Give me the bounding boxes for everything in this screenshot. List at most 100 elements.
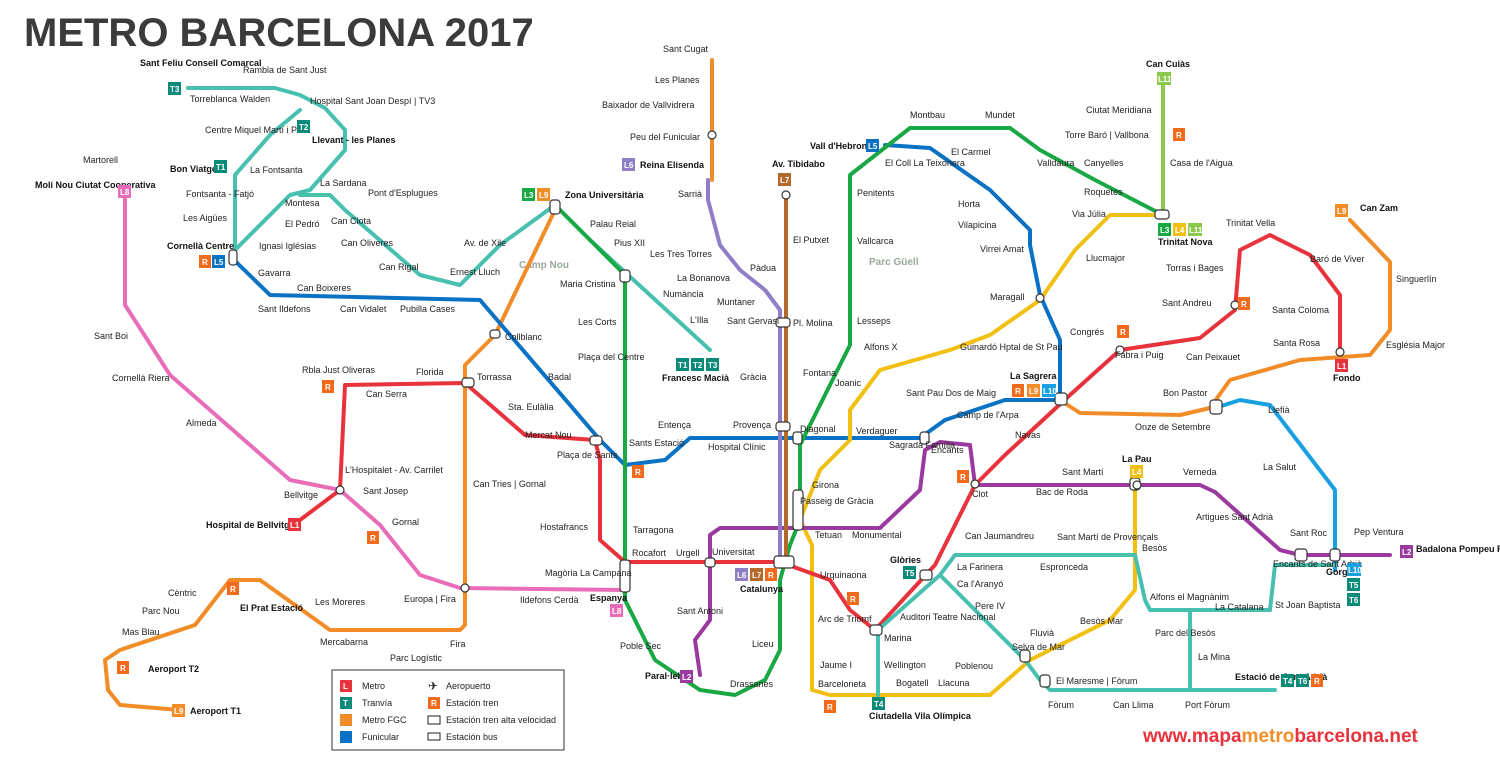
badge-L10: L10 [1042, 384, 1057, 397]
station-label: L'Hospitalet - Av. Carrilet [345, 465, 443, 475]
station-label: Urquinaona [820, 570, 867, 580]
station-label: Gorg [1326, 567, 1348, 577]
station-label: Navas [1015, 430, 1041, 440]
station-label: Montesa [285, 198, 320, 208]
website-url: www.mapametrobarcelona.net [1142, 726, 1419, 747]
station-label: Can Serra [366, 389, 407, 399]
svg-text:L1: L1 [290, 521, 300, 530]
station-label: St Joan Baptista [1275, 600, 1341, 610]
station-label: La Fontsanta [250, 165, 303, 175]
line-L10 [1213, 398, 1337, 572]
station-label: Wellington [884, 660, 926, 670]
station-label: Vall d'Hebron [810, 141, 867, 151]
park-label-camp-nou: Camp Nou [519, 260, 569, 271]
station-label: Reina Elisenda [640, 160, 705, 170]
station-label: Sta. Eulàlia [508, 402, 554, 412]
station-label: Hospital Clínic [708, 442, 766, 452]
svg-text:R: R [230, 585, 236, 594]
train-icon [428, 697, 440, 709]
badge-R: R [227, 582, 239, 595]
station-label: Badal [548, 372, 571, 382]
station-label: Valldaura [1037, 158, 1074, 168]
station-label: La Salut [1263, 462, 1297, 472]
station-label: Aeroport T1 [190, 706, 241, 716]
svg-text:T6: T6 [1349, 596, 1359, 605]
svg-text:T4: T4 [874, 700, 884, 709]
line-L9-south [103, 208, 557, 712]
station-label: Mundet [985, 110, 1016, 120]
station-label: Pàdua [750, 263, 776, 273]
station-label: Pont d'Esplugues [368, 188, 438, 198]
badge-R: R [1311, 674, 1323, 687]
badge-L5: L5 [866, 139, 879, 152]
station-label: Can Oliveres [341, 238, 394, 248]
badge-L3: L3 [1158, 223, 1171, 236]
station-label: La Pau [1122, 454, 1152, 464]
station-label: Ernest Lluch [450, 267, 500, 277]
station-label: Torre Baró | Vallbona [1065, 130, 1149, 140]
station-label: Aeroport T2 [148, 664, 199, 674]
badge-T1: T1 [676, 358, 689, 371]
station-label: Sants Estació [629, 438, 684, 448]
line-L2 [693, 440, 1392, 677]
station-label: Tarragona [633, 525, 674, 535]
svg-text:L10: L10 [1348, 566, 1362, 575]
station-label: Provença [733, 420, 771, 430]
badge-L9: L9 [172, 704, 185, 717]
legend-fgc-swatch [340, 714, 352, 726]
svg-text:R: R [120, 664, 126, 673]
svg-text:L9: L9 [174, 707, 184, 716]
station-label: Can Cuiàs [1146, 59, 1190, 69]
station-label: Fondo [1333, 373, 1361, 383]
svg-text:L: L [343, 682, 348, 691]
station-label: El Pedró [285, 219, 320, 229]
station-label: Encants [931, 445, 964, 455]
badge-T6: T6 [1347, 593, 1360, 606]
station-label: El Coll La Teixonera [885, 158, 965, 168]
svg-text:T6: T6 [1298, 677, 1308, 686]
svg-text:L2: L2 [1402, 548, 1412, 557]
station-label: Collblanc [505, 332, 543, 342]
station-label: Torras i Bages [1166, 263, 1224, 273]
svg-text:L11: L11 [1158, 75, 1172, 84]
station-label: Diagonal [800, 424, 836, 434]
station-label: Maragall [990, 292, 1025, 302]
station-label: Peu del Funicular [630, 132, 700, 142]
svg-text:T1: T1 [216, 163, 226, 172]
station-label: Jaume I [820, 660, 852, 670]
station-label: La Mina [1198, 652, 1230, 662]
badge-T2: T2 [297, 120, 310, 133]
station-label: Casa de l'Aigua [1170, 158, 1233, 168]
station-label: Vallcarca [857, 236, 893, 246]
station-label: Horta [958, 199, 980, 209]
station-label: Cornellà Centre [167, 241, 234, 251]
legend-funicular: Funicular [362, 732, 399, 742]
station-label: Bellvitge [284, 490, 318, 500]
station-label: Les Aigües [183, 213, 228, 223]
station-label: Auditori Teatre Nacional [900, 612, 995, 622]
high-speed-train-icon [427, 715, 441, 725]
station-label: Liceu [752, 639, 774, 649]
station-label: Rbla Just Oliveras [302, 365, 376, 375]
svg-text:R: R [431, 699, 437, 708]
station-label: Llucmajor [1086, 253, 1125, 263]
svg-text:R: R [635, 468, 641, 477]
station-label: Bon Pastor [1163, 388, 1208, 398]
station-label: Can Tries | Gornal [473, 479, 546, 489]
svg-text:L2: L2 [682, 673, 692, 682]
svg-text:R: R [1314, 677, 1320, 686]
station-label: Rambla de Sant Just [243, 65, 327, 75]
svg-text:R: R [768, 571, 774, 580]
svg-text:L5: L5 [868, 142, 878, 151]
station-label: Llacuna [938, 678, 970, 688]
station-label: Verneda [1183, 467, 1217, 477]
badge-L1: L1 [1335, 359, 1348, 372]
svg-text:L9: L9 [1029, 387, 1039, 396]
station-label: Mercabarna [320, 637, 368, 647]
station-label: Maria Cristina [560, 279, 616, 289]
station-label: Numància [663, 289, 704, 299]
station-label: Sant Pau Dos de Maig [906, 388, 996, 398]
badge-T6: T6 [1296, 674, 1309, 687]
station-labels: Sant Feliu Consell Comarcal Rambla de Sa… [35, 44, 1500, 721]
badge-L2: L2 [1400, 545, 1413, 558]
